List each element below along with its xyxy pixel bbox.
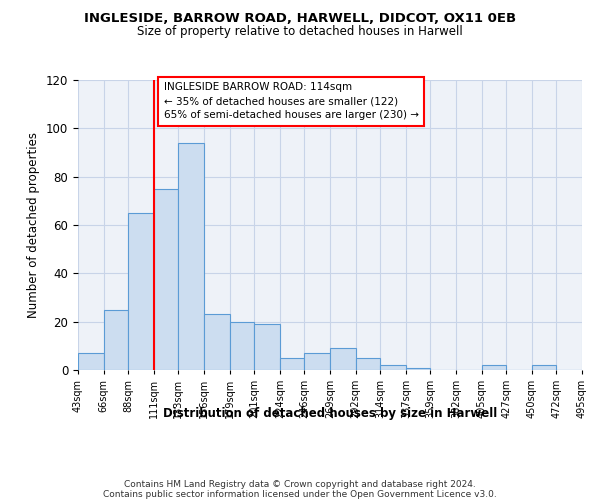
Bar	[482, 365, 506, 370]
Text: Size of property relative to detached houses in Harwell: Size of property relative to detached ho…	[137, 25, 463, 38]
Bar	[330, 348, 356, 370]
Bar	[154, 188, 178, 370]
Bar	[104, 310, 128, 370]
Bar	[280, 358, 304, 370]
Bar	[406, 368, 430, 370]
Text: INGLESIDE BARROW ROAD: 114sqm
← 35% of detached houses are smaller (122)
65% of : INGLESIDE BARROW ROAD: 114sqm ← 35% of d…	[164, 82, 419, 120]
Bar	[356, 358, 380, 370]
Bar	[204, 314, 230, 370]
Bar	[128, 213, 154, 370]
Text: INGLESIDE, BARROW ROAD, HARWELL, DIDCOT, OX11 0EB: INGLESIDE, BARROW ROAD, HARWELL, DIDCOT,…	[84, 12, 516, 26]
Bar	[178, 143, 204, 370]
Bar	[230, 322, 254, 370]
Bar	[254, 324, 280, 370]
Text: Contains HM Land Registry data © Crown copyright and database right 2024.
Contai: Contains HM Land Registry data © Crown c…	[103, 480, 497, 500]
Bar	[78, 353, 104, 370]
Bar	[304, 353, 330, 370]
Bar	[532, 365, 556, 370]
Y-axis label: Number of detached properties: Number of detached properties	[28, 132, 40, 318]
Bar	[380, 365, 406, 370]
Text: Distribution of detached houses by size in Harwell: Distribution of detached houses by size …	[163, 408, 497, 420]
